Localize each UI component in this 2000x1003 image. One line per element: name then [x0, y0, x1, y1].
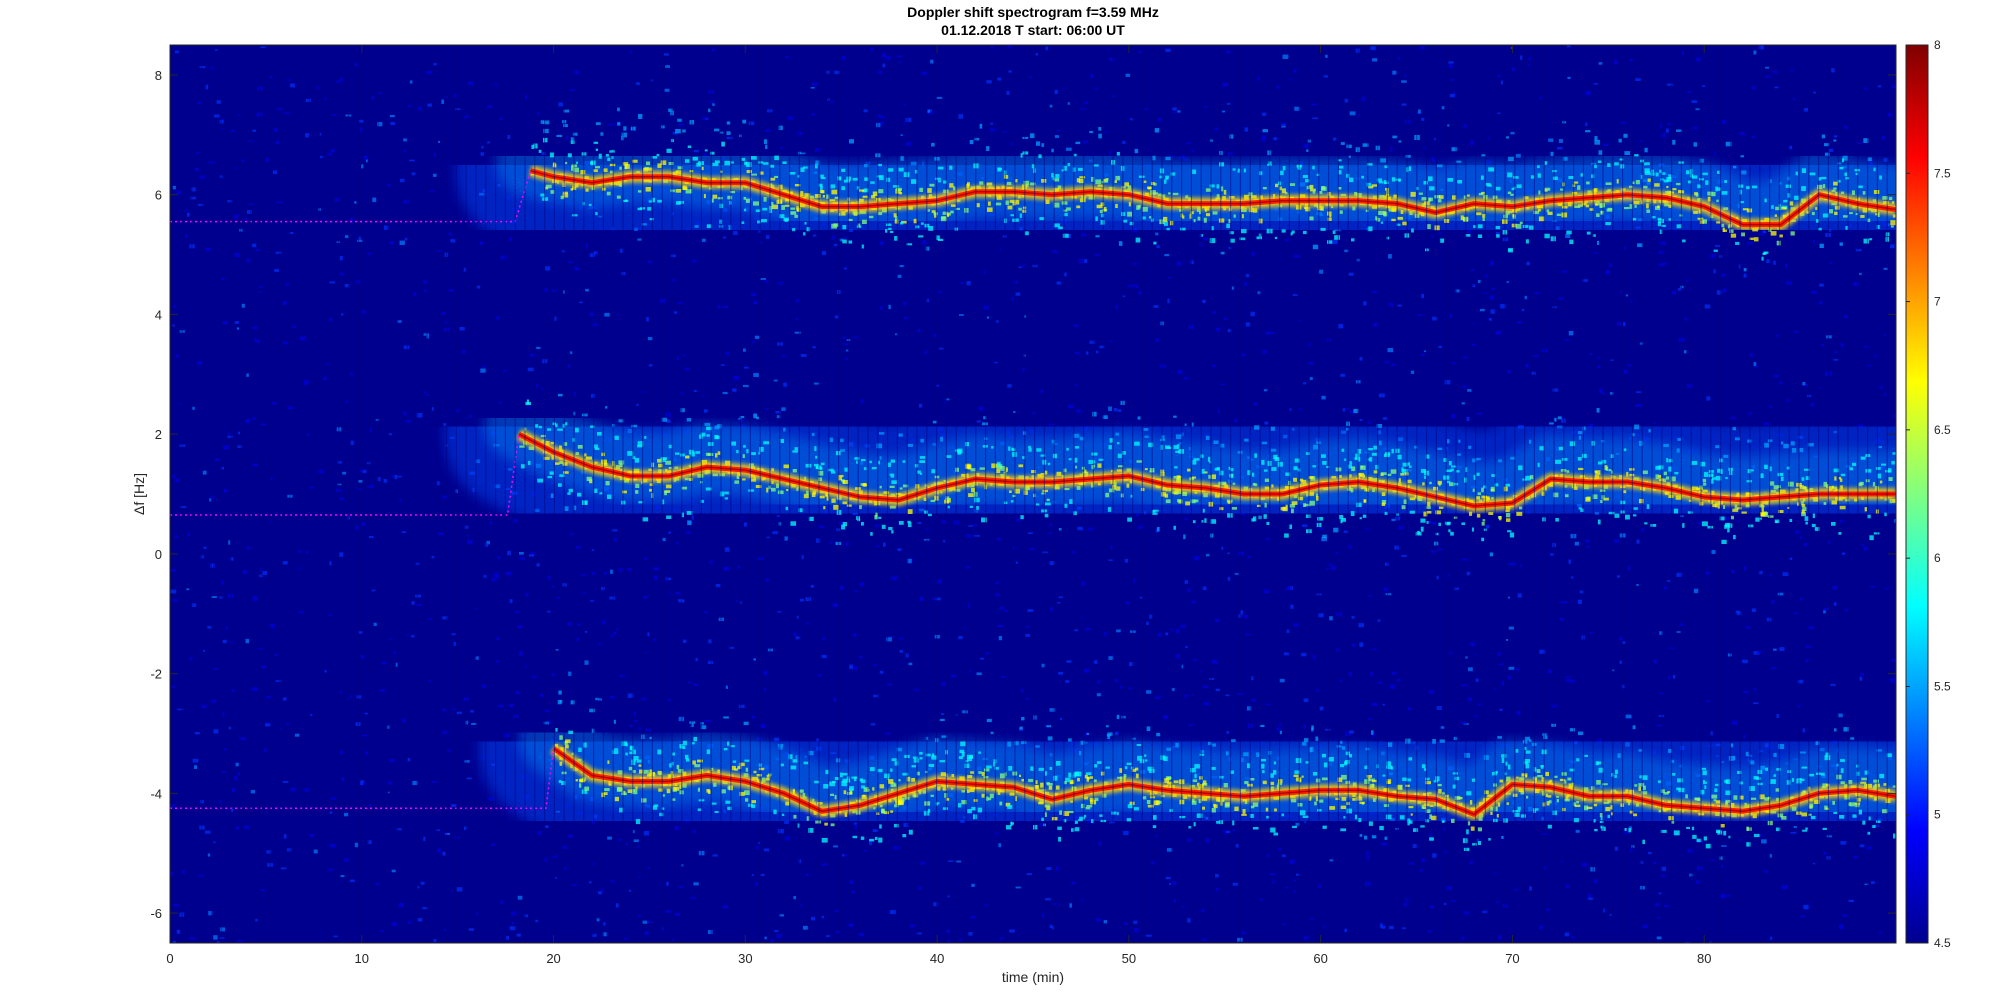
y-tick-label: 6: [155, 188, 162, 203]
x-tick-label: 70: [1505, 951, 1519, 966]
colorbar-tick-label: 6.5: [1934, 423, 1951, 437]
y-tick-label: 2: [155, 427, 162, 442]
y-tick-label: 8: [155, 68, 162, 83]
colorbar-tick-label: 8: [1934, 38, 1941, 52]
colorbar-ticks: 4.5 5 5.5 6 6.5 7 7.5 8: [1906, 38, 1951, 950]
spectral-trace: [170, 673, 1896, 900]
x-tick-label: 10: [355, 951, 369, 966]
x-tick-label: 20: [546, 951, 560, 966]
y-tick-label: 4: [155, 307, 162, 322]
colorbar-tick-label: 5: [1934, 808, 1941, 822]
colorbar-tick-label: 7.5: [1934, 166, 1951, 180]
x-axis: 0 10 20 30 40 50 60 70 80: [166, 45, 1711, 966]
spectral-trace: [170, 359, 1896, 582]
spectrogram-heatmap: [170, 45, 1896, 943]
y-axis: -6 -4 -2 0 2 4 6 8: [150, 68, 1896, 921]
colorbar-tick-label: 6: [1934, 551, 1941, 565]
x-tick-label: 80: [1697, 951, 1711, 966]
plot-frame: [169, 44, 1897, 944]
vertical-striations: [181, 45, 1888, 943]
colorbar-tick-label: 5.5: [1934, 679, 1951, 693]
colorbar-tick-label: 4.5: [1934, 936, 1951, 950]
x-tick-label: 30: [738, 951, 752, 966]
y-tick-label: -2: [150, 667, 162, 682]
y-tick-label: 0: [155, 547, 162, 562]
chart-subtitle: 01.12.2018 T start: 06:00 UT: [941, 22, 1125, 38]
chart-title: Doppler shift spectrogram f=3.59 MHz: [907, 4, 1159, 20]
x-axis-label: time (min): [1002, 969, 1064, 985]
x-tick-label: 40: [930, 951, 944, 966]
y-tick-label: -4: [150, 786, 162, 801]
y-tick-label: -6: [150, 906, 162, 921]
colorbar-tick-label: 7: [1934, 295, 1941, 309]
y-axis-label: Δf [Hz]: [131, 473, 147, 515]
x-tick-label: 50: [1122, 951, 1136, 966]
baseline: [170, 434, 520, 516]
x-tick-label: 0: [166, 951, 173, 966]
baseline: [170, 748, 555, 810]
baseline: [170, 170, 532, 223]
x-tick-label: 60: [1313, 951, 1327, 966]
colorbar: [1905, 44, 1929, 944]
spectral-trace: [170, 95, 1896, 300]
